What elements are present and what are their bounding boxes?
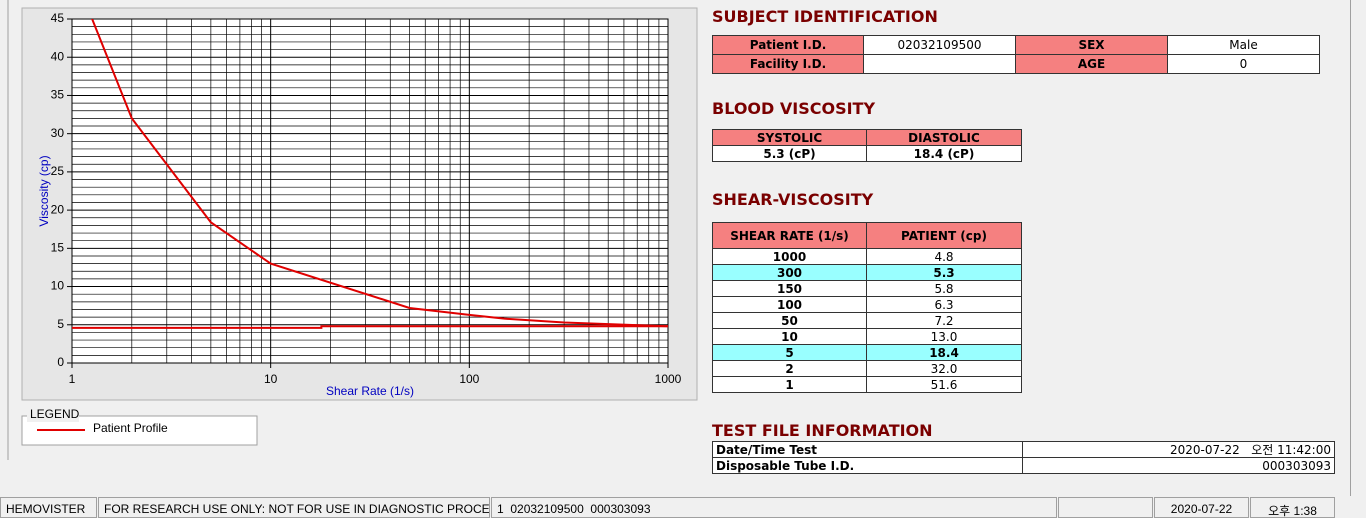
plot-area xyxy=(72,19,668,363)
data-line xyxy=(72,325,668,329)
table-cell: Facility I.D. xyxy=(712,54,864,74)
status-cell: FOR RESEARCH USE ONLY: NOT FOR USE IN DI… xyxy=(98,497,490,518)
table-cell: SEX xyxy=(1015,35,1168,55)
table-cell: 5 xyxy=(712,344,867,361)
y-tick-label: 15 xyxy=(51,241,65,255)
legend-title-bg xyxy=(27,408,79,422)
table-cell: 0 xyxy=(1167,54,1320,74)
frame-edge xyxy=(1350,0,1351,496)
y-tick-label: 0 xyxy=(57,355,64,369)
table-cell: 6.3 xyxy=(866,296,1022,313)
y-axis-label: Viscosity (cp) xyxy=(37,155,51,226)
table-cell: Male xyxy=(1167,35,1320,55)
chart: Shear Rate (1/s) Viscosity (cp) LEGEND 0… xyxy=(7,0,698,460)
table-cell: 10 xyxy=(712,328,867,345)
table-cell: 2020-07-22 오전 11:42:00 xyxy=(1022,441,1335,458)
table-cell xyxy=(863,54,1016,74)
status-cell xyxy=(1058,497,1153,518)
table-cell: 1 xyxy=(712,376,867,393)
y-tick-label: 5 xyxy=(57,317,64,331)
plot-border xyxy=(71,18,669,364)
table-cell: 2 xyxy=(712,360,867,377)
data-line xyxy=(91,19,668,328)
table-cell: 18.4 xyxy=(866,344,1022,361)
table-cell: 32.0 xyxy=(866,360,1022,377)
status-cell: 오후 1:38 xyxy=(1250,497,1335,518)
table-cell: 100 xyxy=(712,296,867,313)
section-title: BLOOD VISCOSITY xyxy=(712,99,876,118)
table-cell: 300 xyxy=(712,264,867,281)
y-tick-label: 25 xyxy=(51,164,65,178)
y-tick-label: 10 xyxy=(51,279,65,293)
table-cell: 4.8 xyxy=(866,248,1022,265)
table-cell: DIASTOLIC xyxy=(866,129,1022,146)
table-cell: AGE xyxy=(1015,54,1168,74)
table-cell: PATIENT (cp) xyxy=(866,222,1022,249)
table-cell: 18.4 (cP) xyxy=(866,145,1022,162)
x-axis-label: Shear Rate (1/s) xyxy=(326,384,414,398)
legend-label: Patient Profile xyxy=(93,421,168,435)
x-tick-label: 10 xyxy=(264,372,278,386)
table-cell: 7.2 xyxy=(866,312,1022,329)
table-cell: 5.3 (cP) xyxy=(712,145,867,162)
legend-title: LEGEND xyxy=(30,407,80,421)
y-tick-label: 40 xyxy=(51,49,65,63)
x-tick-label: 1 xyxy=(69,372,76,386)
section-title: SHEAR-VISCOSITY xyxy=(712,190,874,209)
table-cell: SHEAR RATE (1/s) xyxy=(712,222,867,249)
section-title: TEST FILE INFORMATION xyxy=(712,421,933,440)
y-tick-label: 20 xyxy=(51,202,65,216)
x-tick-label: 1000 xyxy=(655,372,682,386)
table-cell: 000303093 xyxy=(1022,457,1335,474)
status-cell: 2020-07-22 xyxy=(1154,497,1249,518)
y-tick-label: 30 xyxy=(51,126,65,140)
table-cell: 5.8 xyxy=(866,280,1022,297)
status-cell: HEMOVISTER xyxy=(0,497,97,518)
table-cell: 5.3 xyxy=(866,264,1022,281)
table-cell: 150 xyxy=(712,280,867,297)
section-title: SUBJECT IDENTIFICATION xyxy=(712,7,938,26)
table-cell: 51.6 xyxy=(866,376,1022,393)
table-cell: SYSTOLIC xyxy=(712,129,867,146)
y-tick-label: 35 xyxy=(51,88,65,102)
table-cell: Patient I.D. xyxy=(712,35,864,55)
table-cell: 50 xyxy=(712,312,867,329)
status-cell: 1 02032109500 000303093 xyxy=(491,497,1057,518)
x-tick-label: 100 xyxy=(459,372,479,386)
table-cell: 02032109500 xyxy=(863,35,1016,55)
table-cell: Disposable Tube I.D. xyxy=(712,457,1023,474)
table-cell: Date/Time Test xyxy=(712,441,1023,458)
y-tick-label: 45 xyxy=(51,11,65,25)
table-cell: 1000 xyxy=(712,248,867,265)
table-cell: 13.0 xyxy=(866,328,1022,345)
